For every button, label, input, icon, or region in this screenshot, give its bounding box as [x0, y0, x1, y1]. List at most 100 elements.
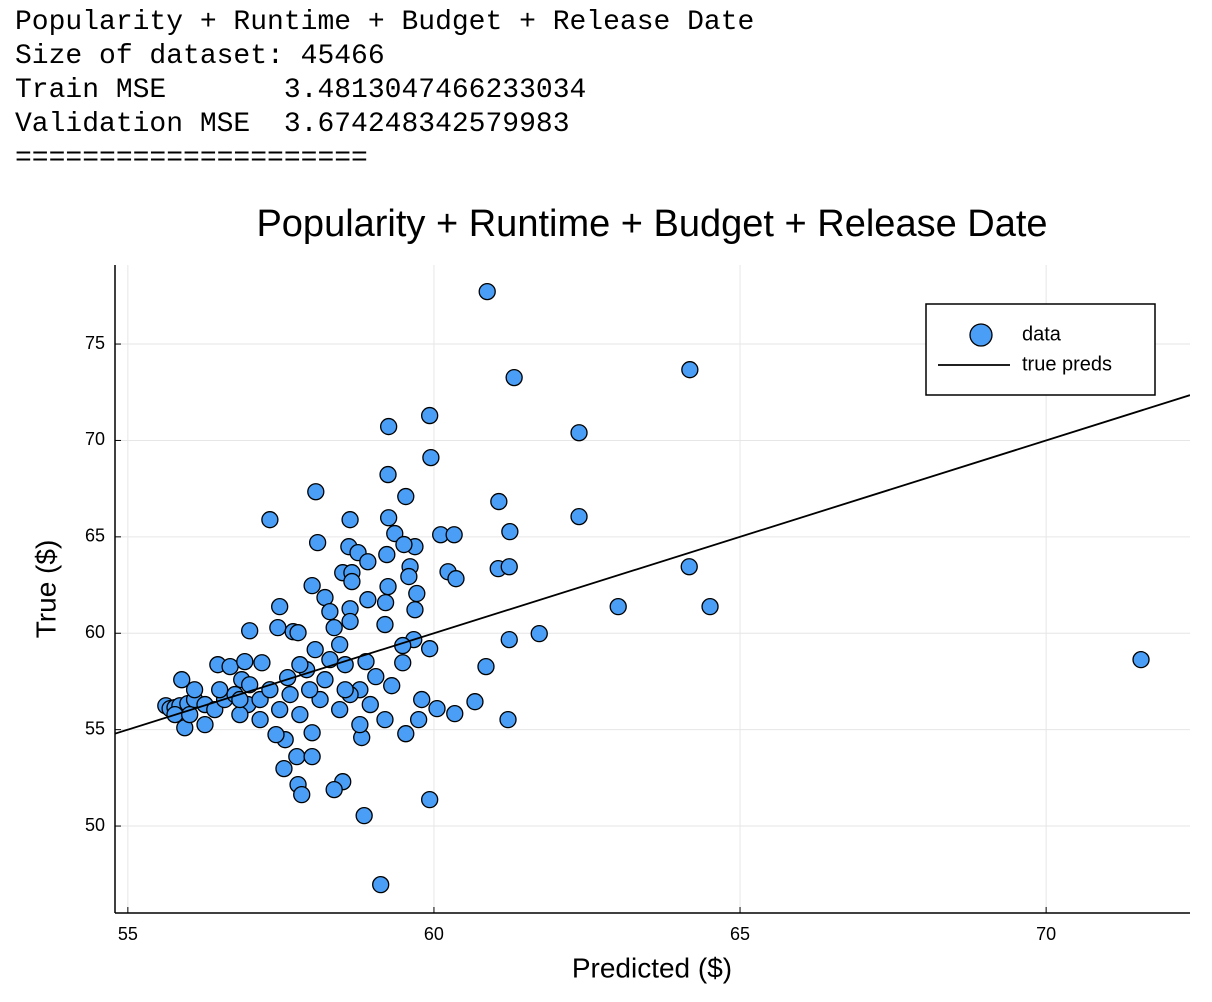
y-tick-label: 65 — [85, 526, 105, 546]
data-point — [355, 806, 373, 825]
data-point — [271, 597, 289, 616]
data-point — [291, 656, 309, 674]
data-point — [343, 572, 361, 591]
data-point — [570, 424, 588, 442]
output-line: Validation MSE 3.674248342579983 — [15, 109, 570, 140]
data-point — [379, 509, 398, 527]
data-point — [307, 483, 325, 501]
data-point — [241, 676, 259, 694]
y-tick-label: 50 — [85, 815, 105, 835]
data-point — [288, 747, 306, 766]
data-point — [303, 747, 321, 766]
data-point — [241, 622, 259, 640]
legend-box — [925, 303, 1156, 396]
data-point — [394, 654, 412, 672]
data-point — [421, 406, 439, 425]
data-point — [306, 640, 324, 659]
data-point — [1132, 651, 1150, 669]
data-point — [397, 725, 415, 743]
data-point — [570, 507, 588, 526]
data-point — [221, 657, 239, 676]
legend-label: data — [1022, 323, 1062, 345]
data-point — [359, 553, 377, 571]
data-point — [293, 785, 311, 804]
data-point — [185, 681, 204, 699]
data-point — [447, 570, 465, 588]
data-point — [261, 511, 279, 529]
y-tick-label: 70 — [85, 429, 105, 449]
data-point — [341, 511, 359, 529]
data-point — [367, 667, 385, 686]
data-point — [477, 657, 495, 676]
data-point — [379, 417, 398, 436]
x-tick-label: 65 — [730, 924, 750, 944]
data-point — [505, 368, 523, 387]
data-point — [701, 597, 719, 616]
data-point — [413, 690, 431, 709]
data-point — [428, 699, 446, 718]
data-point — [269, 619, 287, 637]
data-point — [372, 876, 390, 894]
data-point — [500, 630, 518, 649]
x-tick-label: 60 — [424, 924, 444, 944]
data-point — [308, 533, 327, 552]
data-point — [311, 690, 329, 709]
data-point — [211, 681, 229, 699]
data-point — [281, 685, 299, 704]
data-point — [422, 448, 440, 467]
data-point — [325, 780, 343, 799]
y-axis-label: True ($) — [30, 540, 61, 639]
legend-label: true preds — [1022, 353, 1112, 375]
data-point — [378, 545, 396, 564]
data-point — [379, 465, 397, 484]
y-tick-label: 75 — [85, 333, 105, 353]
data-point — [325, 619, 343, 637]
data-point — [499, 710, 517, 729]
data-point — [421, 790, 439, 809]
data-point — [361, 695, 379, 714]
output-line: Popularity + Runtime + Budget + Release … — [15, 7, 755, 38]
data-point — [236, 652, 254, 671]
data-point — [379, 577, 397, 596]
data-point — [301, 681, 319, 699]
data-point — [291, 705, 309, 724]
data-point — [196, 715, 214, 734]
data-point — [351, 715, 369, 734]
y-tick-label: 55 — [85, 718, 105, 738]
data-point — [395, 535, 413, 554]
data-point — [501, 522, 519, 541]
data-point — [680, 558, 698, 576]
data-point — [409, 710, 428, 729]
data-point — [376, 710, 394, 729]
data-point — [446, 704, 464, 723]
legend-marker — [969, 323, 993, 347]
fit-line — [115, 394, 1190, 735]
chart-title: Popularity + Runtime + Budget + Release … — [256, 203, 1047, 245]
data-point — [445, 526, 463, 544]
data-point — [289, 624, 307, 642]
x-tick-label: 70 — [1036, 924, 1056, 944]
data-point — [173, 671, 191, 689]
x-tick-label: 55 — [118, 924, 138, 944]
data-point — [316, 671, 334, 689]
data-point — [386, 524, 404, 543]
data-point — [331, 635, 349, 654]
data-point — [336, 681, 354, 699]
data-point — [253, 654, 271, 672]
data-point — [267, 726, 285, 744]
output-line: Train MSE 3.4813047466233034 — [15, 75, 587, 106]
output-line: Size of dataset: 45466 — [15, 41, 385, 72]
data-point — [397, 487, 415, 506]
output-text: Popularity + Runtime + Budget + Release … — [15, 6, 754, 176]
data-point — [357, 652, 375, 671]
data-point — [321, 651, 339, 669]
data-point — [400, 567, 418, 586]
x-axis-label: Predicted ($) — [572, 952, 732, 983]
data-point — [408, 584, 426, 603]
data-point — [341, 612, 359, 631]
data-point — [609, 597, 627, 616]
data-point — [421, 640, 439, 658]
data-point — [321, 603, 339, 621]
